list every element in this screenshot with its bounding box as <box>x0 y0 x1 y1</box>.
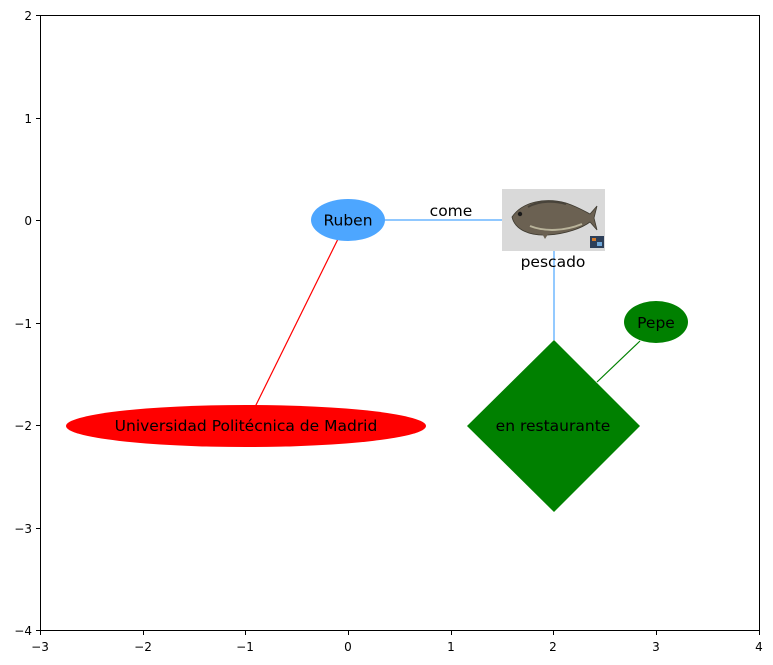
y-tick-label: −1 <box>14 317 32 331</box>
x-tick-label: 4 <box>755 640 763 654</box>
node-restaurante-label: en restaurante <box>496 417 611 435</box>
x-tick-label: 2 <box>549 640 557 654</box>
x-tick-label: −3 <box>31 640 49 654</box>
y-tick-label: −2 <box>14 419 32 433</box>
image-badge-icon <box>590 236 604 248</box>
node-ruben: Ruben <box>311 199 385 241</box>
edge-ruben-universidad <box>254 238 339 408</box>
node-pepe: Pepe <box>624 301 688 343</box>
y-tick-label: 0 <box>24 214 32 228</box>
node-universidad: Universidad Politécnica de Madrid <box>66 405 426 447</box>
x-tick-label: 3 <box>652 640 660 654</box>
y-axis: 2 1 0 −1 −2 −3 −4 <box>14 9 41 638</box>
x-axis: −3 −2 −1 0 1 2 3 4 <box>31 631 763 654</box>
y-tick-label: −3 <box>14 522 32 536</box>
x-tick-label: −1 <box>236 640 254 654</box>
node-restaurante: en restaurante <box>467 340 640 512</box>
y-tick-label: 1 <box>24 112 32 126</box>
fish-photo-icon <box>511 200 598 239</box>
node-pescado: pescado <box>502 189 605 271</box>
x-tick-label: −2 <box>134 640 152 654</box>
x-tick-label: 0 <box>344 640 352 654</box>
edge-restaurante-pepe <box>596 340 641 383</box>
edge-label-come: come <box>430 202 473 220</box>
x-tick-label: 1 <box>447 640 455 654</box>
y-tick-label: 2 <box>24 9 32 23</box>
edges <box>254 219 641 408</box>
y-tick-label: −4 <box>14 624 32 638</box>
node-ruben-label: Ruben <box>323 212 372 230</box>
node-pepe-label: Pepe <box>637 314 675 332</box>
node-pescado-label: pescado <box>521 253 586 271</box>
node-universidad-label: Universidad Politécnica de Madrid <box>115 417 378 435</box>
